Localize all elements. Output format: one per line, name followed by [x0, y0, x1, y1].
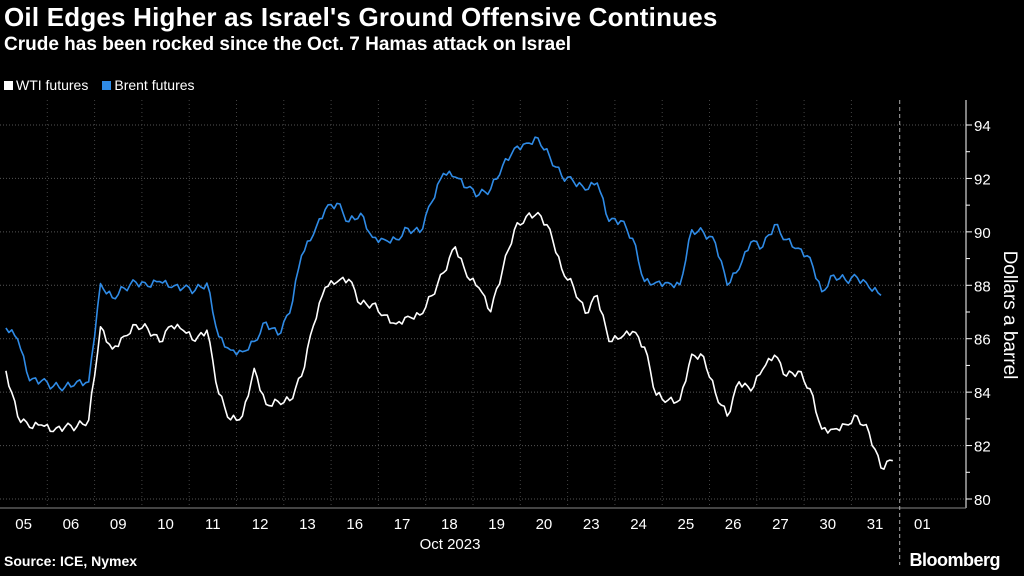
x-tick-label: 13: [299, 516, 316, 533]
x-tick-label: 23: [583, 516, 600, 533]
legend: WTI futures Brent futures: [4, 77, 195, 93]
legend-item-wti: WTI futures: [4, 77, 88, 93]
chart-subtitle: Crude has been rocked since the Oct. 7 H…: [4, 34, 572, 55]
legend-label: WTI futures: [16, 77, 89, 93]
y-tick-label: 84: [974, 385, 991, 402]
source-note: Source: ICE, Nymex: [4, 553, 138, 569]
x-tick-label: 17: [394, 516, 411, 533]
x-tick-label: 24: [630, 516, 647, 533]
x-tick-label: 30: [819, 516, 836, 533]
x-tick-label: 20: [536, 516, 553, 533]
bloomberg-logo: Bloomberg: [909, 550, 1000, 570]
x-tick-label: 26: [725, 516, 742, 533]
y-tick-label: 82: [974, 439, 991, 456]
chart-title: Oil Edges Higher as Israel's Ground Offe…: [4, 2, 718, 32]
x-tick-label: 16: [346, 516, 363, 533]
x-tick-label: 12: [252, 516, 269, 533]
y-tick-label: 94: [974, 118, 991, 135]
x-tick-label: 06: [63, 516, 80, 533]
x-tick-label: 25: [678, 516, 695, 533]
x-tick-label: 11: [205, 516, 221, 533]
y-tick-label: 86: [974, 332, 991, 349]
x-tick-label: 27: [772, 516, 789, 533]
x-tick-label: 19: [488, 516, 505, 533]
legend-label: Brent futures: [114, 77, 195, 93]
x-tick-label: 09: [110, 516, 127, 533]
y-tick-label: 92: [974, 171, 991, 188]
y-tick-label: 90: [974, 225, 991, 242]
y-tick-label: 80: [974, 492, 991, 509]
legend-swatch: [102, 81, 112, 90]
series-line-wti: [5, 211, 893, 471]
x-tick-label: 31: [867, 516, 884, 533]
y-tick-label: 88: [974, 278, 991, 295]
legend-item-brent: Brent futures: [102, 77, 195, 93]
legend-swatch: [4, 81, 13, 90]
x-axis-title: Oct 2023: [420, 536, 481, 553]
series-line-brent: [5, 136, 882, 392]
x-tick-label: 05: [15, 516, 32, 533]
x-tick-label: 01: [914, 516, 931, 533]
y-axis-title: Dollars a barrel: [999, 251, 1020, 380]
x-tick-label: 18: [441, 516, 458, 533]
x-tick-label: 10: [157, 516, 174, 533]
